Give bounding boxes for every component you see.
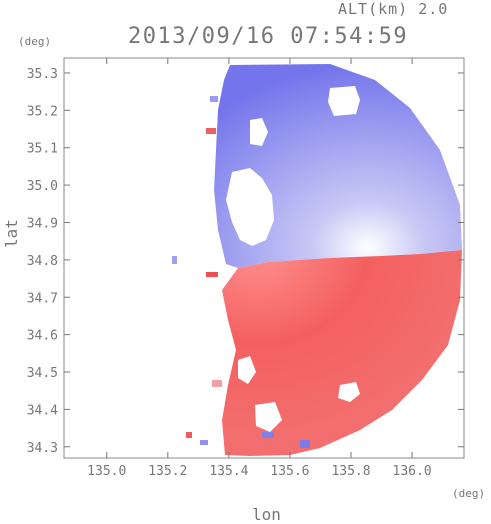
y-tick-label: 34.7 <box>27 291 58 306</box>
echo-speck <box>206 272 218 277</box>
blank-patch <box>226 168 274 246</box>
y-tick-label: 34.8 <box>27 254 58 269</box>
timestamp-title: 2013/09/16 07:54:59 <box>128 24 409 49</box>
x-tick-label: 135.6 <box>270 464 309 479</box>
y-tick-label: 34.9 <box>27 216 58 231</box>
x-tick-label: 135.4 <box>209 464 248 479</box>
echo-speck <box>212 380 222 387</box>
y-axis-unit: (deg) <box>18 35 52 48</box>
y-tick-label: 35.1 <box>27 142 58 157</box>
echo-speck <box>300 440 310 448</box>
echo-speck <box>206 128 216 134</box>
y-tick-label: 34.5 <box>27 366 58 381</box>
blank-patch <box>338 382 360 402</box>
blank-patch <box>250 118 268 146</box>
blank-patch <box>255 402 282 432</box>
echo-speck <box>200 440 208 445</box>
y-tick-label: 34.3 <box>27 441 58 456</box>
x-tick-label: 136.0 <box>393 464 432 479</box>
plot-frame <box>63 57 465 459</box>
x-ticks: 135.0 135.2 135.4 135.6 135.8 136.0 <box>87 58 432 479</box>
x-tick-label: 135.8 <box>331 464 370 479</box>
y-tick-label: 35.0 <box>27 179 58 194</box>
altitude-label: ALT(km) 2.0 <box>338 0 449 18</box>
y-tick-label: 34.6 <box>27 329 58 344</box>
radar-field <box>172 64 462 456</box>
y-ticks: 34.3 34.4 34.5 34.6 34.7 34.8 34.9 35.0 35.1 35.2… <box>27 67 464 456</box>
x-axis-label: lon <box>252 505 281 524</box>
x-axis-unit: (deg) <box>452 487 486 500</box>
y-tick-label: 34.4 <box>27 403 58 418</box>
echo-speck <box>210 96 218 102</box>
negative-velocity-region <box>214 64 462 268</box>
echo-speck <box>172 256 177 264</box>
echo-speck <box>262 432 274 438</box>
y-tick-label: 35.2 <box>27 104 58 119</box>
x-tick-label: 135.2 <box>148 464 187 479</box>
positive-velocity-region <box>222 250 462 456</box>
blank-patch <box>328 86 360 116</box>
blank-patch <box>238 356 256 384</box>
x-tick-label: 135.0 <box>87 464 126 479</box>
echo-speck <box>186 432 192 438</box>
y-tick-label: 35.3 <box>27 67 58 82</box>
